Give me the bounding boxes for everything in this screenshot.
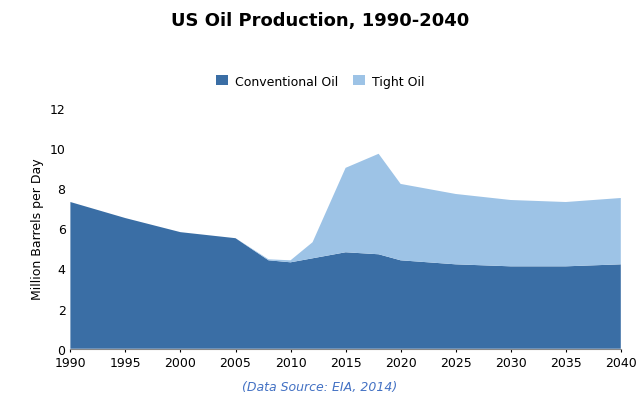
Text: (Data Source: EIA, 2014): (Data Source: EIA, 2014) xyxy=(243,380,397,393)
Text: US Oil Production, 1990-2040: US Oil Production, 1990-2040 xyxy=(171,12,469,30)
Legend: Conventional Oil, Tight Oil: Conventional Oil, Tight Oil xyxy=(211,71,429,93)
Y-axis label: Million Barrels per Day: Million Barrels per Day xyxy=(31,158,44,299)
